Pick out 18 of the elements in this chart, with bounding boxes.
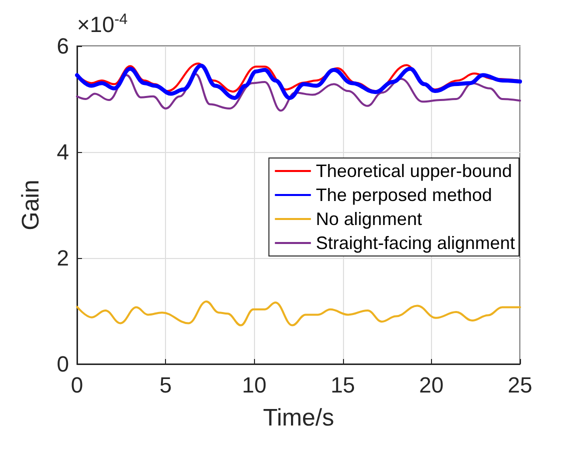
x-tick-label: 5 xyxy=(159,372,172,398)
y-axis-title: Gain xyxy=(18,180,44,230)
x-axis-title: Time/s xyxy=(262,404,334,432)
line-series xyxy=(75,64,522,100)
x-tick-label: 20 xyxy=(419,372,444,398)
y-tick-label: 6 xyxy=(56,34,69,58)
legend-label: Straight-facing alignment xyxy=(316,233,515,253)
x-tick-label: 10 xyxy=(242,372,266,398)
y-tick-label: 0 xyxy=(56,352,69,376)
line-series xyxy=(76,300,521,326)
line-series xyxy=(76,73,521,112)
legend-label: The perposed method xyxy=(316,185,492,205)
y-tick-label: 4 xyxy=(56,140,69,164)
y-tick-label: 2 xyxy=(56,246,69,270)
x-tick-label: 15 xyxy=(330,372,356,398)
legend-label: No alignment xyxy=(316,209,422,229)
legend-label: Theoretical upper-bound xyxy=(316,161,512,181)
x-tick-label: 25 xyxy=(508,372,532,398)
